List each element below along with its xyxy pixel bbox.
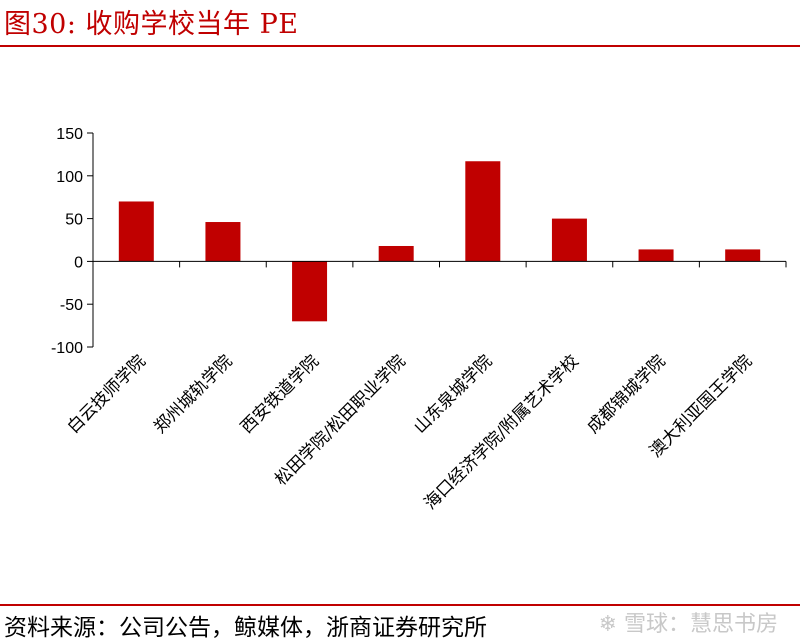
figure-title: 图30: 收购学校当年 PE: [4, 9, 299, 40]
x-axis: [92, 260, 787, 268]
y-tick-label: 150: [56, 126, 83, 143]
y-tick-label: -100: [51, 340, 83, 357]
title-divider: [0, 45, 800, 47]
bars: [118, 161, 761, 322]
category-label: 白云技师学院: [64, 351, 150, 437]
watermark: ❄ 雪球：慧思书房: [598, 612, 778, 637]
category-label: 郑州城轨学院: [150, 351, 236, 437]
source-note: 资料来源：公司公告，鲸媒体，浙商证券研究所: [4, 615, 487, 641]
y-tick-label: 100: [56, 169, 83, 186]
bar-4: [378, 245, 414, 262]
bar-5: [465, 161, 501, 262]
bar-6: [551, 218, 587, 262]
bar-1: [118, 201, 154, 262]
bar-7: [638, 249, 674, 262]
category-label: 海口经济学院/附属艺术学校: [421, 351, 583, 513]
y-tick-label: 50: [65, 212, 83, 229]
category-label: 西安铁道学院: [237, 351, 323, 437]
category-label: 山东泉城学院: [410, 351, 496, 437]
y-tick-label: -50: [60, 297, 83, 314]
y-tick-label: 0: [74, 254, 83, 271]
bar-chart: -100 -50 0 50 100 150 白云技师学院 郑州城轨学院 西安铁道学院松田学院/…: [51, 126, 787, 514]
category-label: 成都锦城学院: [583, 351, 669, 437]
footer-divider: [0, 604, 800, 606]
bar-3: [292, 261, 328, 322]
y-axis: -100 -50 0 50 100 150: [51, 126, 94, 357]
bar-2: [205, 222, 241, 262]
bar-8: [725, 249, 761, 262]
